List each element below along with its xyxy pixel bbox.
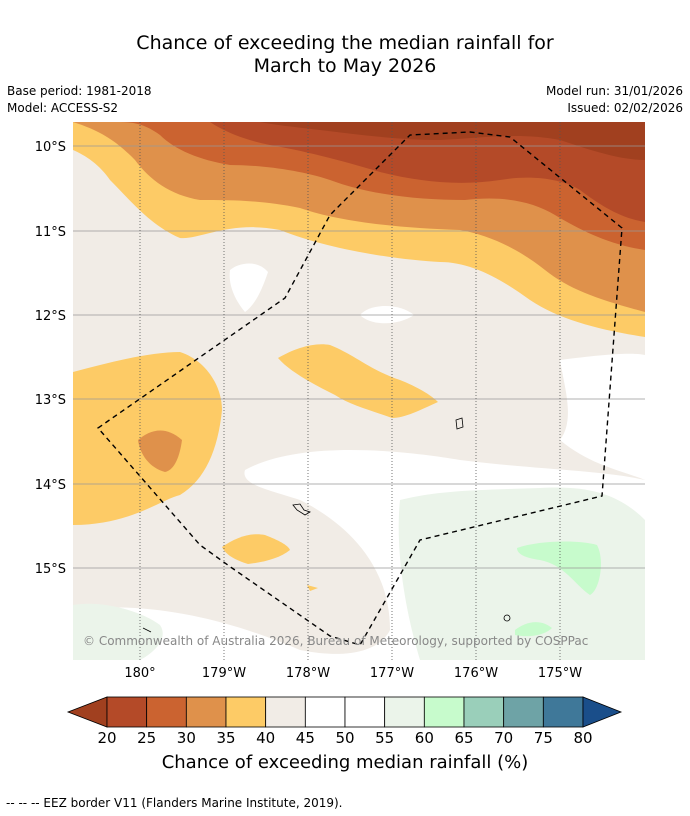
rainfall-map: 10°S 11°S 12°S 13°S 14°S 15°S 180° 179°W… <box>35 122 645 747</box>
issued-date: Issued: 02/02/2026 <box>567 101 683 115</box>
lon-label: 179°W <box>202 666 246 681</box>
lat-label: 14°S <box>35 478 66 493</box>
lat-label: 15°S <box>35 562 66 577</box>
colorbar-title: Chance of exceeding median rainfall (%) <box>161 752 529 773</box>
colorbar-tick-label: 80 <box>573 729 592 747</box>
colorbar-extend-low <box>66 696 108 728</box>
colorbar-tick-label: 40 <box>256 729 275 747</box>
field-35-40-center <box>278 344 438 418</box>
colorbar-cell <box>463 696 505 728</box>
colorbar-tick-label: 75 <box>534 729 553 747</box>
field-30-35-west <box>138 430 182 472</box>
island-outline-west <box>292 503 311 516</box>
colorbar-cell <box>265 696 306 728</box>
model-run: Model run: 31/01/2026 <box>545 84 683 98</box>
island-outline <box>455 417 464 430</box>
field-20-25 <box>210 122 645 222</box>
colorbar-tick-label: 55 <box>375 729 394 747</box>
field-35-40-south <box>222 534 290 564</box>
colorbar-extend-high <box>582 696 623 728</box>
white-patch-north <box>229 263 268 312</box>
lon-label: 177°W <box>370 666 414 681</box>
colorbar-cell <box>146 696 187 728</box>
colorbar-tick-label: 50 <box>335 729 354 747</box>
colorbar-cell <box>185 696 227 728</box>
colorbar-tick-label: 60 <box>415 729 434 747</box>
field-35-40-speck <box>307 585 318 591</box>
title-line-2: March to May 2026 <box>253 55 437 77</box>
colorbar-tick-label: 45 <box>296 729 315 747</box>
latitude-gridlines <box>73 145 645 569</box>
colorbar-cell <box>106 696 148 728</box>
colorbar: 20 25 30 35 40 45 50 55 60 65 70 75 80 <box>66 696 623 747</box>
colorbar-cell <box>384 696 425 728</box>
lat-label: 10°S <box>35 140 66 155</box>
colorbar-tick-label: 20 <box>97 729 116 747</box>
colorbar-cell <box>542 696 584 728</box>
lon-label: 178°W <box>286 666 330 681</box>
colorbar-cell <box>304 696 346 728</box>
title-line-1: Chance of exceeding the median rainfall … <box>136 32 554 54</box>
colorbar-tick-label: 25 <box>137 729 156 747</box>
colorbar-tick-label: 70 <box>494 729 513 747</box>
island-outline-south <box>503 614 511 622</box>
colorbar-tick-label: 65 <box>454 729 473 747</box>
field-below-20 <box>260 122 645 160</box>
field-50-55-east <box>560 353 645 480</box>
island-outline-southwest <box>142 627 152 633</box>
field-55-60 <box>398 487 645 660</box>
lat-label: 13°S <box>35 393 66 408</box>
lat-label: 12°S <box>35 309 66 324</box>
lat-label: 11°S <box>35 225 66 240</box>
copyright-notice: © Commonwealth of Australia 2026, Bureau… <box>83 634 588 648</box>
base-period: Base period: 1981-2018 <box>7 84 152 98</box>
eez-legend-note: -- -- -- EEZ border V11 (Flanders Marine… <box>6 796 343 810</box>
lon-label: 176°W <box>454 666 498 681</box>
lon-label: 175°W <box>538 666 582 681</box>
contour-fields <box>73 122 645 660</box>
colorbar-cell <box>423 696 465 728</box>
field-60-65 <box>517 541 601 595</box>
field-60-65-south <box>515 622 552 637</box>
colorbar-cell <box>344 696 386 728</box>
colorbar-cell <box>225 696 267 728</box>
colorbar-tick-label: 35 <box>216 729 235 747</box>
eez-border <box>96 131 623 646</box>
colorbar-cell <box>503 696 544 728</box>
model-name: Model: ACCESS-S2 <box>7 101 119 115</box>
colorbar-tick-label: 30 <box>177 729 196 747</box>
lon-label: 180° <box>124 666 155 681</box>
